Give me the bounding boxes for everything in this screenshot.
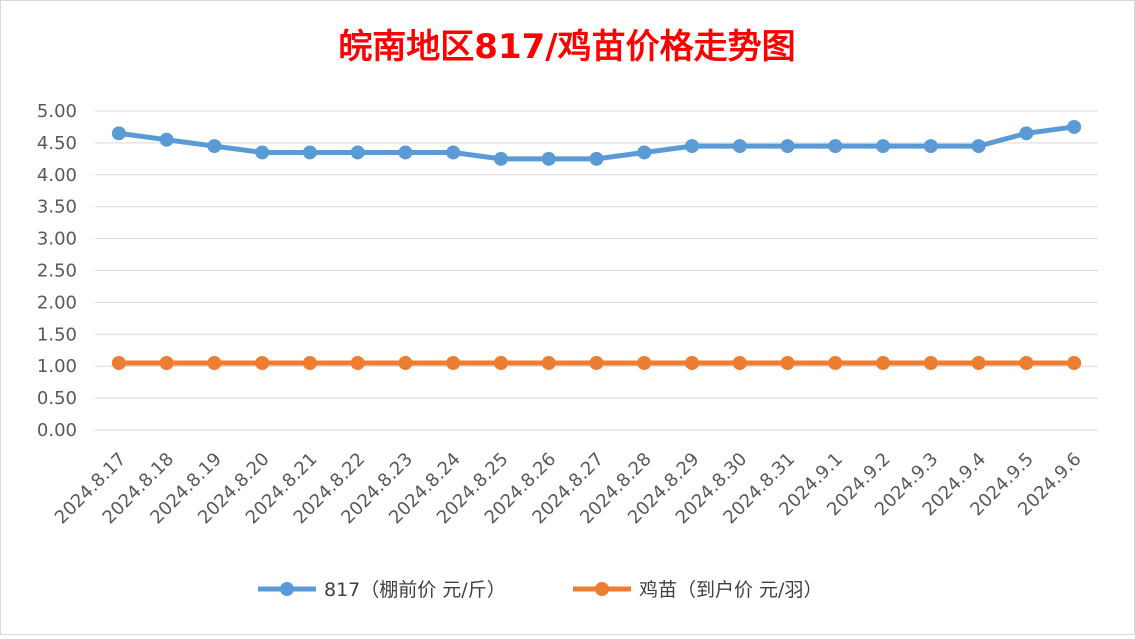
data-point [828,356,843,371]
data-point [876,356,891,371]
data-point [207,356,222,371]
data-point [1067,356,1082,371]
data-point [111,126,126,141]
data-point [1019,126,1034,141]
data-point [876,139,891,154]
data-point [923,356,938,371]
y-tick-label: 2.50 [37,261,77,282]
data-point [1067,119,1082,134]
data-point [589,151,604,166]
data-point [541,356,556,371]
y-tick-label: 3.00 [37,229,77,250]
y-tick-label: 0.00 [37,420,77,441]
data-point [302,356,317,371]
legend-item: 817（棚前价 元/斤） [258,579,506,601]
y-tick-label: 4.00 [37,165,77,186]
y-tick-label: 1.50 [37,324,77,345]
y-tick-label: 1.00 [37,356,77,377]
data-point [493,151,508,166]
data-point [971,356,986,371]
data-point [302,145,317,160]
legend-marker [280,582,294,596]
data-point [780,139,795,154]
data-series [111,119,1082,371]
data-point [637,356,652,371]
series-1 [111,119,1082,166]
data-point [255,356,270,371]
y-tick-label: 3.50 [37,197,77,218]
data-point [685,139,700,154]
data-point [207,139,222,154]
legend-label: 817（棚前价 元/斤） [324,579,506,601]
y-tick-label: 2.00 [37,292,77,313]
data-point [350,145,365,160]
data-point [685,356,700,371]
data-point [923,139,938,154]
chart-title: 皖南地区817/鸡苗价格走势图 [338,27,795,67]
data-point [446,145,461,160]
data-point [732,139,747,154]
data-point [398,145,413,160]
data-point [732,356,747,371]
data-point [828,139,843,154]
y-axis-tick-labels: 0.00 0.50 1.00 1.50 2.00 2.50 3.00 3.50 4.00 4.50… [37,101,77,441]
data-point [493,356,508,371]
data-point [780,356,795,371]
data-point [637,145,652,160]
y-tick-label: 0.50 [37,388,77,409]
legend-item: 鸡苗（到户价 元/羽） [573,579,822,601]
y-tick-label: 5.00 [37,101,77,122]
data-point [446,356,461,371]
data-point [1019,356,1034,371]
data-point [159,132,174,147]
data-point [255,145,270,160]
y-tick-label: 4.50 [37,133,77,154]
data-point [159,356,174,371]
data-point [971,139,986,154]
data-point [541,151,556,166]
data-point [350,356,365,371]
data-point [589,356,604,371]
legend: 817（棚前价 元/斤） 鸡苗（到户价 元/羽） [258,579,822,601]
series-2 [111,356,1082,371]
legend-marker [595,582,609,596]
data-point [111,356,126,371]
data-point [398,356,413,371]
legend-label: 鸡苗（到户价 元/羽） [639,579,822,601]
